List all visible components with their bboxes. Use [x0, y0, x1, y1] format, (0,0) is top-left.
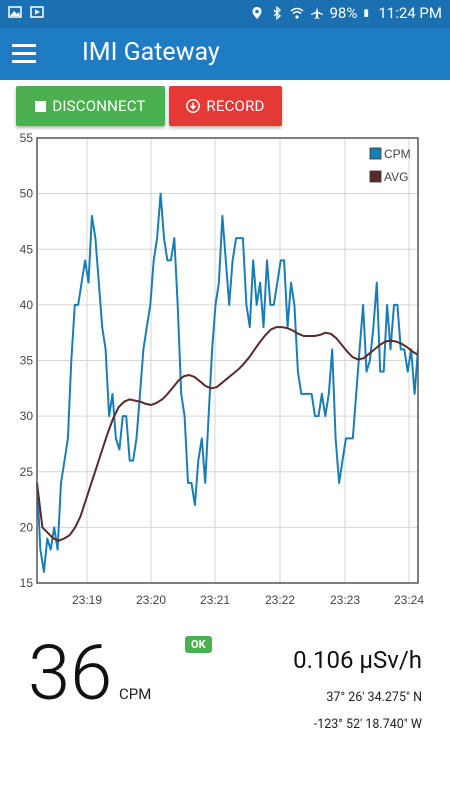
- x-tick-label: 23:21: [200, 593, 230, 607]
- legend-swatch-avg: [369, 170, 382, 183]
- y-tick-label: 25: [20, 465, 34, 479]
- dose-rate: 0.106 µSv/h: [293, 646, 422, 674]
- y-tick-label: 15: [20, 576, 34, 590]
- chart-frame: [36, 137, 419, 584]
- disconnect-button[interactable]: DISCONNECT: [16, 86, 165, 126]
- y-tick-label: 45: [20, 242, 34, 256]
- series-line-avg: [36, 326, 419, 542]
- y-tick-label: 40: [20, 298, 34, 312]
- legend-label-cpm: CPM: [384, 147, 411, 161]
- status-bar: 98% 11:24 PM: [0, 0, 450, 28]
- status-badge: OK: [185, 636, 212, 653]
- x-axis-ticks: 23:19 23:20 23:21 23:22 23:23 23:24: [72, 593, 424, 607]
- y-axis-ticks: 55 50 45 40 35 30 25 20 15: [20, 131, 34, 590]
- record-label: RECORD: [206, 97, 265, 115]
- app-bar: IMI Gateway: [0, 28, 450, 80]
- airplane-icon: [310, 7, 323, 19]
- legend-label-avg: AVG: [384, 170, 408, 184]
- bluetooth-icon: [273, 6, 281, 20]
- wifi-icon: [290, 7, 303, 19]
- series-line-cpm: [36, 192, 419, 573]
- y-tick-label: 35: [20, 354, 34, 368]
- chart-grid: [37, 137, 418, 584]
- battery-percent: 98%: [329, 4, 358, 22]
- x-tick-label: 23:23: [330, 593, 360, 607]
- cpm-value: 36: [28, 628, 113, 718]
- latitude: 37° 26' 34.275" N: [326, 690, 422, 705]
- disconnect-label: DISCONNECT: [52, 97, 146, 115]
- longitude: -123° 52' 18.740" W: [313, 717, 422, 732]
- x-tick-label: 23:24: [394, 593, 424, 607]
- stop-icon: [35, 100, 47, 112]
- gallery-icon: [8, 6, 22, 18]
- battery-icon: [364, 9, 369, 17]
- chart-series: [36, 192, 419, 573]
- y-tick-label: 30: [20, 409, 34, 423]
- y-tick-label: 55: [20, 131, 34, 145]
- download-circle-icon: [186, 99, 201, 113]
- play-store-icon: [30, 6, 44, 18]
- x-tick-label: 23:20: [136, 593, 166, 607]
- x-tick-label: 23:22: [265, 593, 295, 607]
- y-tick-label: 20: [20, 520, 34, 534]
- record-button[interactable]: RECORD: [169, 86, 282, 126]
- chart-legend: CPM AVG: [369, 147, 411, 184]
- cpm-unit-label: CPM: [119, 685, 152, 703]
- legend-swatch-cpm: [369, 147, 382, 160]
- clock: 11:24 PM: [378, 4, 442, 22]
- hamburger-menu-icon[interactable]: [12, 44, 36, 63]
- location-icon: [252, 7, 261, 19]
- app-title: IMI Gateway: [82, 38, 220, 67]
- x-tick-label: 23:19: [72, 593, 102, 607]
- y-tick-label: 50: [20, 187, 34, 201]
